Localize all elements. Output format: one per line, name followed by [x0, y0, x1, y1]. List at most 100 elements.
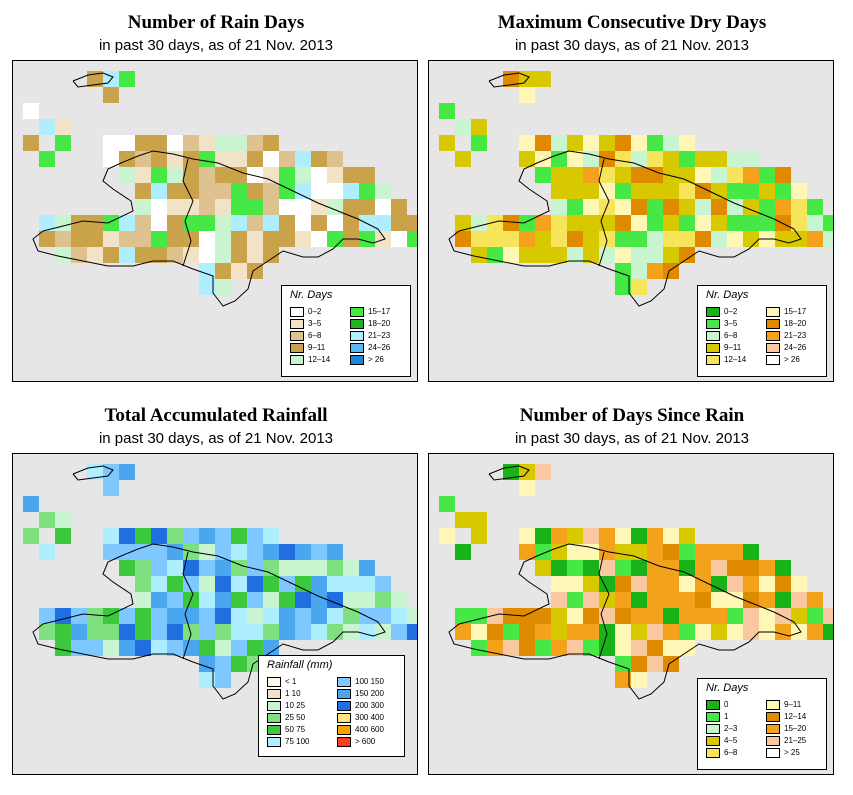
grid-cell [151, 560, 167, 576]
grid-cell [279, 215, 295, 231]
grid-cell [167, 183, 183, 199]
legend-item: 400 600 [337, 724, 384, 735]
grid-cell [39, 608, 55, 624]
grid-cell [311, 592, 327, 608]
grid-cell [631, 528, 647, 544]
grid-cell [567, 183, 583, 199]
grid-cell [455, 119, 471, 135]
panel-days-since-rain: Number of Days Since Rain in past 30 day… [428, 405, 836, 795]
grid-cell [599, 135, 615, 151]
grid-cell [119, 167, 135, 183]
legend-swatch [267, 724, 281, 735]
grid-cell [471, 215, 487, 231]
grid-cell [231, 199, 247, 215]
grid-cell [295, 167, 311, 183]
grid-cell [375, 624, 391, 640]
grid-cell [87, 640, 103, 656]
map-rain-days [12, 60, 418, 382]
legend-label: 100 150 [355, 677, 384, 687]
legend-item: 3–5 [290, 318, 321, 329]
grid-cell [311, 231, 327, 247]
grid-cell [391, 624, 407, 640]
legend-title: Nr. Days [706, 682, 749, 694]
grid-cell [231, 592, 247, 608]
grid-cell [327, 167, 343, 183]
grid-cell [167, 560, 183, 576]
grid-cell [119, 608, 135, 624]
grid-cell [343, 183, 359, 199]
grid-cell [135, 167, 151, 183]
grid-cell [215, 199, 231, 215]
grid-cell [151, 592, 167, 608]
grid-cell [343, 592, 359, 608]
grid-cell [263, 215, 279, 231]
grid-cell [311, 624, 327, 640]
grid-cell [327, 624, 343, 640]
grid-cell [727, 183, 743, 199]
grid-cell [535, 231, 551, 247]
grid-cell [615, 247, 631, 263]
grid-cell [199, 199, 215, 215]
grid-cell [231, 560, 247, 576]
grid-cell [679, 576, 695, 592]
coastline-island [72, 72, 114, 88]
grid-cell [615, 624, 631, 640]
grid-cell [615, 592, 631, 608]
grid-cell [615, 199, 631, 215]
grid-cell [679, 624, 695, 640]
grid-cell [535, 640, 551, 656]
legend-swatch [766, 723, 780, 734]
panel-title: Maximum Consecutive Dry Days [497, 12, 767, 33]
legend-item: 0–2 [290, 306, 321, 317]
grid-cell [743, 215, 759, 231]
grid-cell [439, 528, 455, 544]
legend-swatch [766, 318, 780, 329]
grid-cell [583, 592, 599, 608]
legend-swatch [337, 736, 351, 747]
grid-cell [727, 608, 743, 624]
legend-item: 1 10 [267, 688, 301, 699]
legend-swatch [706, 318, 720, 329]
legend-label: 15–17 [784, 307, 807, 317]
grid-cell [103, 640, 119, 656]
grid-cell [695, 167, 711, 183]
grid-cell [279, 199, 295, 215]
legend-item: 3–5 [706, 318, 737, 329]
grid-cell [583, 231, 599, 247]
grid-cell [295, 624, 311, 640]
grid-cell [327, 576, 343, 592]
grid-cell [727, 560, 743, 576]
grid-cell [199, 640, 215, 656]
grid-cell [711, 576, 727, 592]
legend-label: > 25 [784, 748, 800, 758]
grid-cell [199, 528, 215, 544]
grid-cell [439, 496, 455, 512]
legend-item: 1 [706, 711, 728, 722]
grid-cell [679, 592, 695, 608]
legend-item: 15–17 [766, 306, 806, 317]
grid-cell [343, 608, 359, 624]
grid-cell [631, 279, 647, 295]
grid-cell [663, 135, 679, 151]
legend-item: 50 75 [267, 724, 305, 735]
grid-cell [631, 656, 647, 672]
grid-cell [679, 215, 695, 231]
grid-cell [807, 608, 823, 624]
grid-cell [519, 151, 535, 167]
grid-cell [247, 183, 263, 199]
grid-cell [695, 151, 711, 167]
grid-cell [231, 656, 247, 672]
grid-cell [343, 560, 359, 576]
grid-cell [167, 135, 183, 151]
legend-dry-days: Nr. Days 0–2 3–5 6–8 9–11 12–14 15–17 18–20 21–… [697, 285, 827, 377]
grid-cell [551, 528, 567, 544]
grid-cell [711, 560, 727, 576]
grid-cell [631, 592, 647, 608]
grid-cell [679, 247, 695, 263]
grid-cell [679, 151, 695, 167]
grid-cell [519, 528, 535, 544]
grid-cell [295, 151, 311, 167]
legend-label: 400 600 [355, 725, 384, 735]
grid-cell [583, 247, 599, 263]
grid-cell [647, 215, 663, 231]
